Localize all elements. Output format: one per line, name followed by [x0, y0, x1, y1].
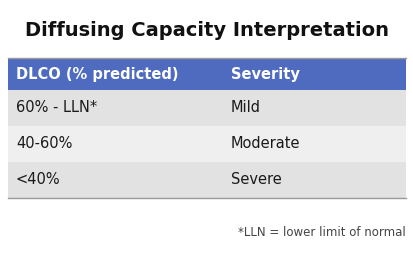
Bar [8, 90, 405, 126]
Text: Diffusing Capacity Interpretation: Diffusing Capacity Interpretation [25, 21, 388, 40]
Text: DLCO (% predicted): DLCO (% predicted) [16, 67, 178, 81]
Text: Severity: Severity [230, 67, 299, 81]
Bar [8, 126, 405, 162]
Text: *LLN = lower limit of normal: *LLN = lower limit of normal [237, 226, 405, 240]
Text: Severe: Severe [230, 172, 281, 188]
Text: 60% - LLN*: 60% - LLN* [16, 100, 97, 115]
Bar [8, 162, 405, 198]
Text: <40%: <40% [16, 172, 60, 188]
Bar [8, 58, 405, 90]
Text: Moderate: Moderate [230, 136, 300, 151]
Text: Mild: Mild [230, 100, 260, 115]
Text: 40-60%: 40-60% [16, 136, 72, 151]
